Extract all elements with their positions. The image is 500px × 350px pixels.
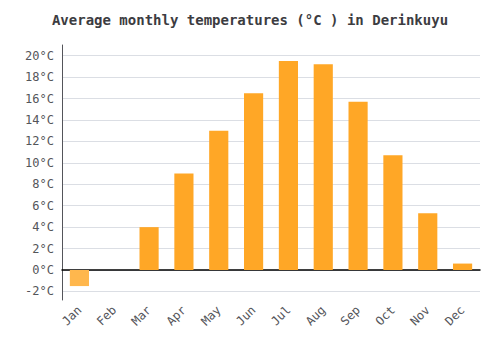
svg-text:10°C: 10°C: [25, 156, 54, 170]
svg-text:Average monthly temperatures (: Average monthly temperatures (°C ) in De…: [52, 12, 448, 28]
svg-text:Jul: Jul: [268, 303, 293, 328]
svg-text:-2°C: -2°C: [25, 284, 54, 298]
svg-text:Sep: Sep: [338, 303, 363, 328]
svg-text:Oct: Oct: [373, 303, 398, 328]
svg-text:Feb: Feb: [94, 303, 119, 328]
svg-text:2°C: 2°C: [32, 242, 54, 256]
svg-text:8°C: 8°C: [32, 177, 54, 191]
svg-text:Nov: Nov: [407, 303, 432, 328]
svg-text:20°C: 20°C: [25, 49, 54, 63]
svg-text:Aug: Aug: [303, 303, 328, 328]
svg-text:18°C: 18°C: [25, 70, 54, 84]
svg-text:0°C: 0°C: [32, 263, 54, 277]
svg-text:Mar: Mar: [129, 303, 154, 328]
svg-text:16°C: 16°C: [25, 92, 54, 106]
svg-text:Apr: Apr: [164, 303, 189, 328]
svg-text:12°C: 12°C: [25, 134, 54, 148]
svg-text:May: May: [198, 303, 223, 328]
svg-text:Jan: Jan: [59, 303, 84, 328]
svg-text:Dec: Dec: [442, 303, 467, 328]
svg-text:6°C: 6°C: [32, 199, 54, 213]
svg-text:4°C: 4°C: [32, 220, 54, 234]
svg-text:14°C: 14°C: [25, 113, 54, 127]
svg-text:Jun: Jun: [233, 303, 258, 328]
